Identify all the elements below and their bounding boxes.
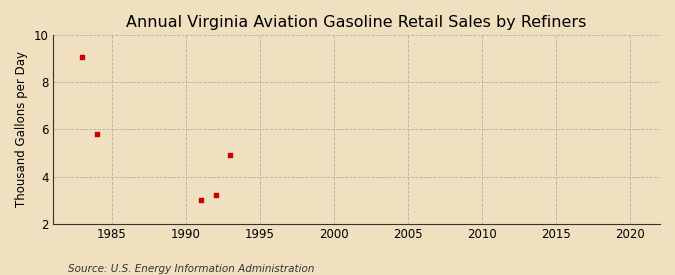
Title: Annual Virginia Aviation Gasoline Retail Sales by Refiners: Annual Virginia Aviation Gasoline Retail… — [126, 15, 587, 30]
Point — [195, 198, 206, 202]
Point — [92, 132, 103, 136]
Point — [77, 54, 88, 59]
Y-axis label: Thousand Gallons per Day: Thousand Gallons per Day — [15, 51, 28, 207]
Text: Source: U.S. Energy Information Administration: Source: U.S. Energy Information Administ… — [68, 264, 314, 274]
Point — [225, 153, 236, 158]
Point — [210, 193, 221, 197]
